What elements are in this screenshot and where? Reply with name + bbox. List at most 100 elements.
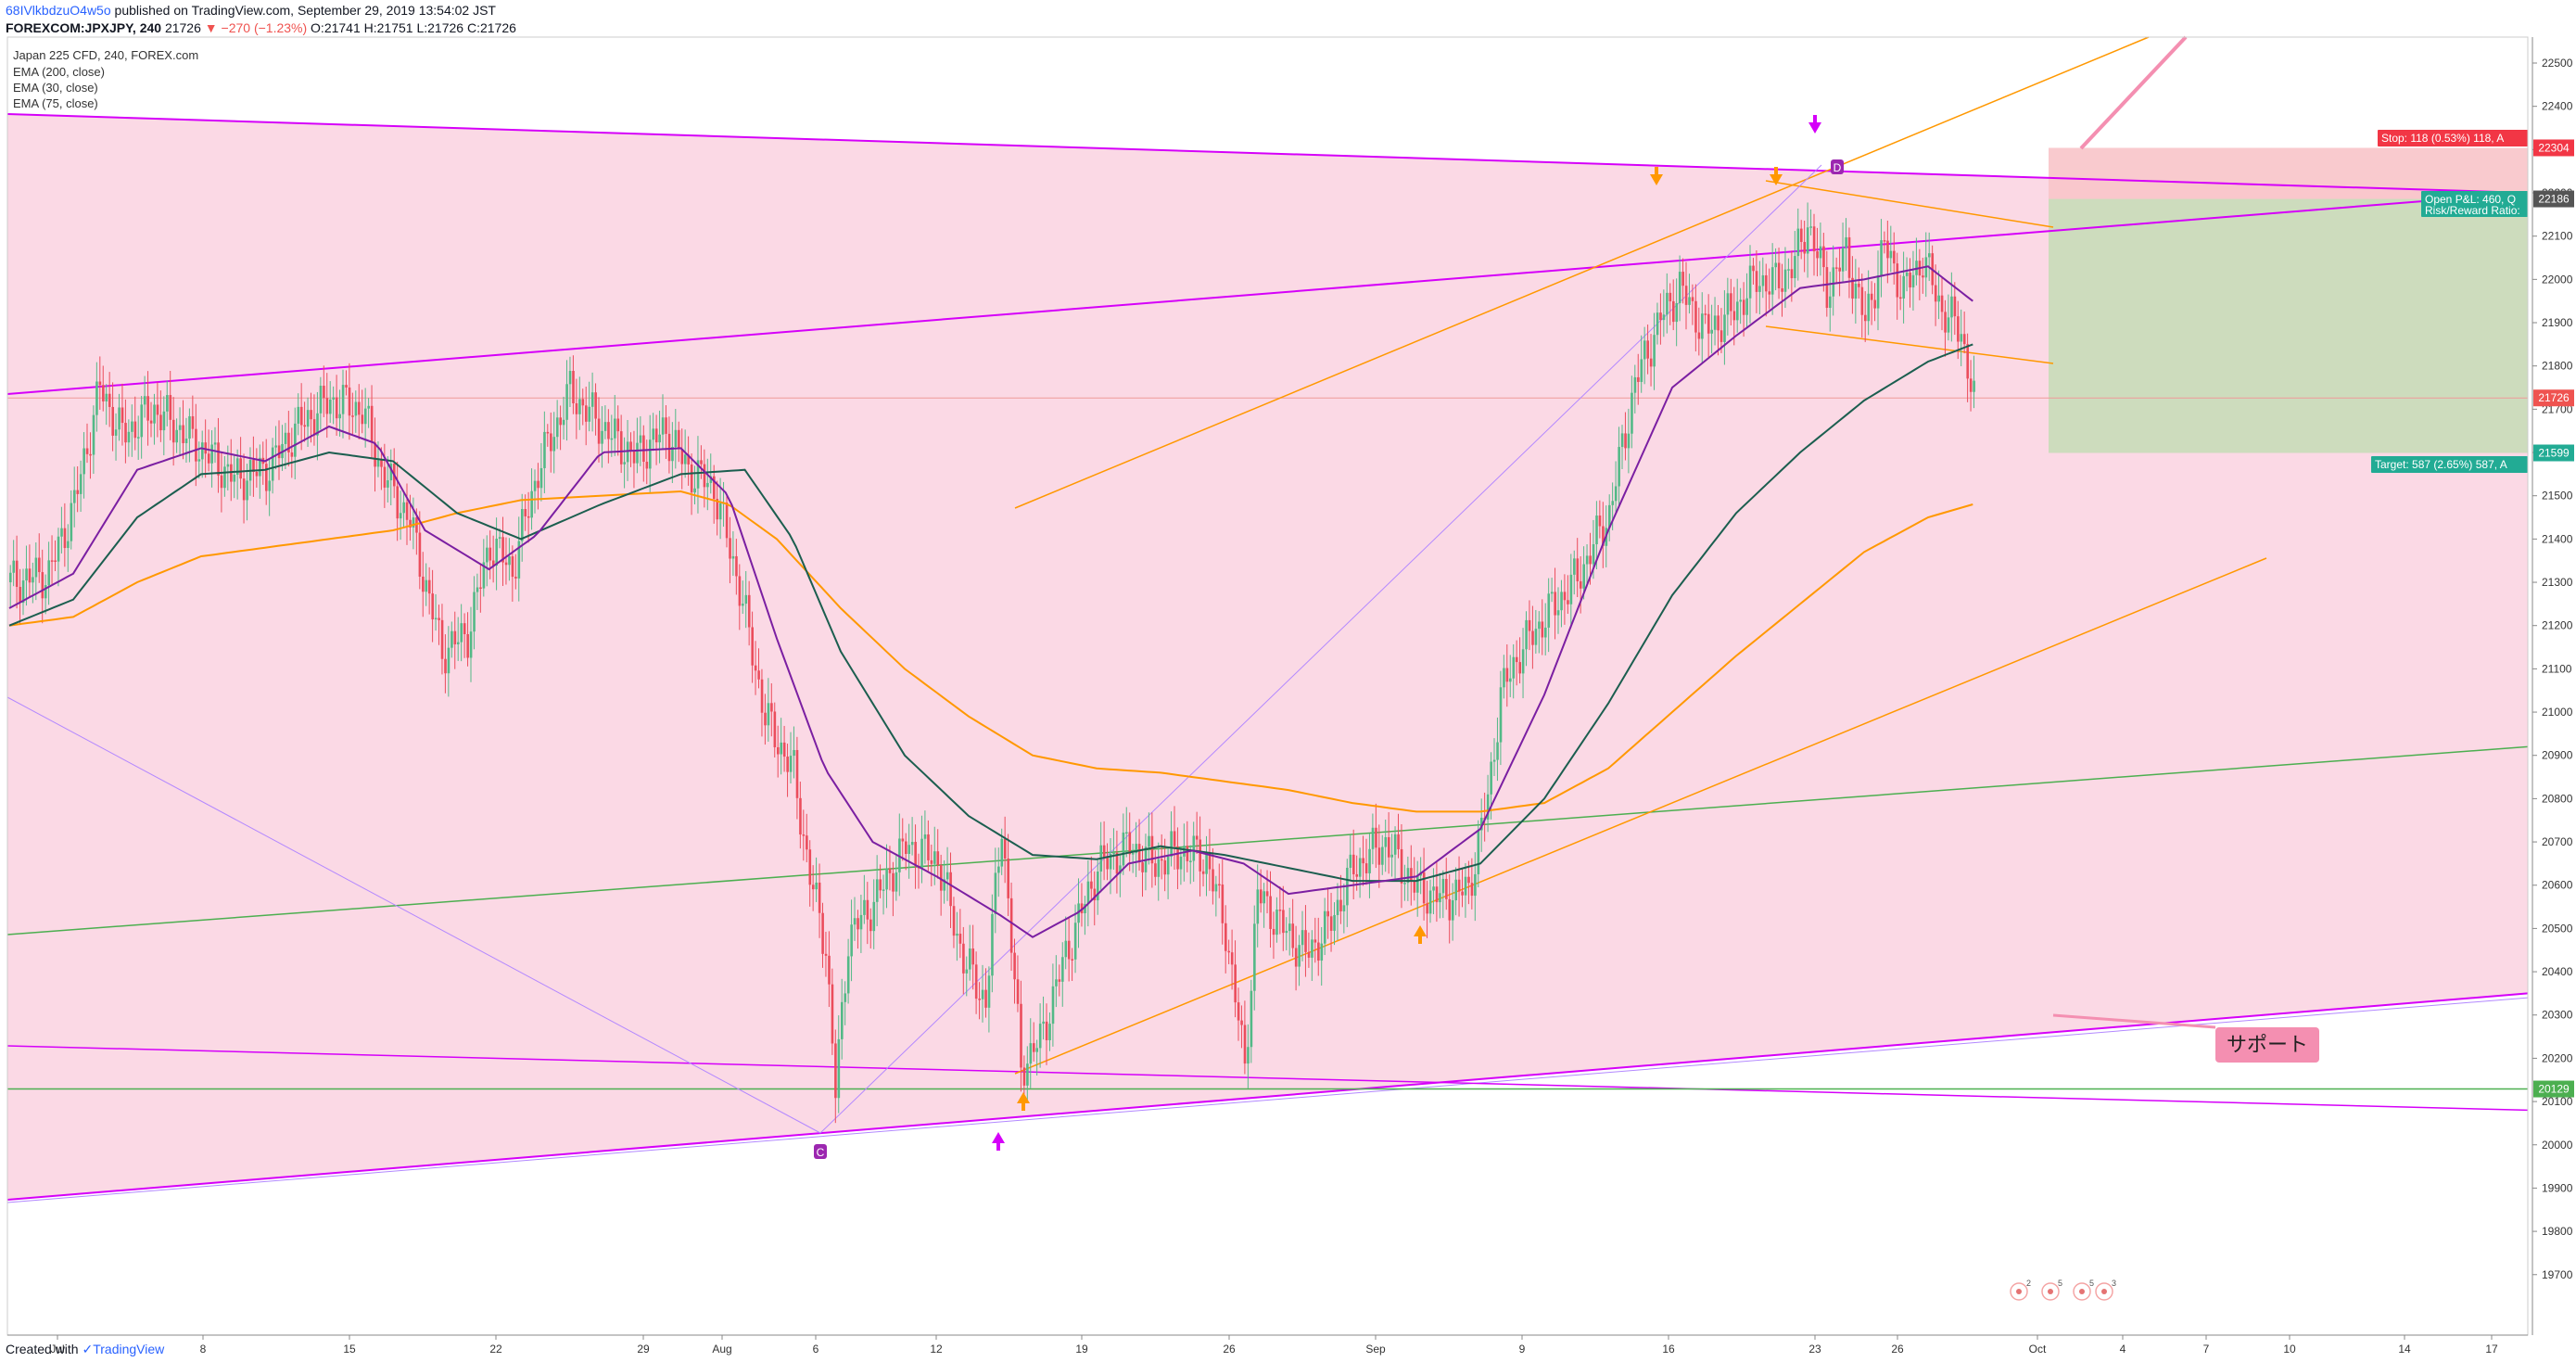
support-bottom-line xyxy=(6,992,2529,1201)
candle-body xyxy=(299,406,303,426)
candle-body xyxy=(875,879,879,902)
candle-body xyxy=(1704,313,1707,315)
candle-body xyxy=(1585,555,1589,565)
candle-body xyxy=(1125,832,1128,834)
candle-body xyxy=(1829,296,1832,309)
candle-body xyxy=(1528,619,1531,631)
target-label-bg xyxy=(2371,456,2528,473)
upper-magenta-line xyxy=(6,192,2529,395)
candle-body xyxy=(1205,853,1208,874)
open-pnl-label-2: Risk/Reward Ratio: xyxy=(2425,204,2520,217)
candles xyxy=(9,202,1975,1124)
candle-body xyxy=(460,623,463,643)
x-tick-label: 19 xyxy=(1075,1343,1088,1356)
candle-body xyxy=(57,536,60,562)
candle-body xyxy=(1755,271,1758,292)
candle-body xyxy=(182,425,184,443)
candle-body xyxy=(824,953,828,956)
y-tick-label: 21800 xyxy=(2542,360,2573,373)
x-tick-label: 22 xyxy=(489,1343,502,1356)
candle-body xyxy=(1067,940,1071,960)
candle-body xyxy=(82,448,85,475)
candle-body xyxy=(1055,979,1058,986)
tradingview-brand[interactable]: TradingView xyxy=(93,1342,165,1356)
candle-body xyxy=(1154,863,1157,877)
candle-body xyxy=(1170,831,1173,857)
candle-body xyxy=(815,882,818,890)
candle-body xyxy=(387,480,389,488)
candle-body xyxy=(171,419,175,443)
candle-body xyxy=(1263,891,1265,904)
candle-body xyxy=(1496,742,1499,760)
candle-body xyxy=(1492,759,1496,762)
price-tag: 20129 xyxy=(2538,1083,2570,1096)
legend-ema75[interactable]: EMA (75, close) xyxy=(13,96,98,110)
candle-body xyxy=(1033,1043,1035,1052)
candle-body xyxy=(1106,857,1109,870)
pink-pointer-support xyxy=(2052,1013,2216,1029)
candle-body xyxy=(1886,240,1889,259)
author-name[interactable]: 68IVlkbdzuO4w5o xyxy=(6,3,111,18)
candle-body xyxy=(1812,226,1816,252)
candle-body xyxy=(409,519,412,528)
candle-body xyxy=(846,956,850,994)
candle-body xyxy=(1697,332,1701,339)
candle-body xyxy=(1937,295,1940,302)
stop-label-bg xyxy=(2378,130,2528,146)
candle-body xyxy=(1282,910,1285,934)
candle-body xyxy=(521,509,524,541)
candle-body xyxy=(770,703,773,712)
legend-ema200[interactable]: EMA (200, close) xyxy=(13,65,105,79)
candle-body xyxy=(440,619,444,659)
candle-body xyxy=(760,679,764,713)
candle-body xyxy=(958,934,962,944)
x-tick-label: 15 xyxy=(343,1343,356,1356)
candle-body xyxy=(1457,879,1461,892)
x-tick-label: 16 xyxy=(1662,1343,1675,1356)
candle-body xyxy=(1163,859,1167,875)
candle-body xyxy=(479,587,482,590)
y-tick-label: 21300 xyxy=(2542,576,2573,589)
candle-body xyxy=(1816,251,1819,259)
candle-body xyxy=(1893,250,1896,264)
y-tick-label: 20500 xyxy=(2542,922,2573,935)
x-tick-label: 29 xyxy=(637,1343,650,1356)
candle-body xyxy=(358,401,361,415)
candle-body xyxy=(1736,301,1739,321)
candle-body xyxy=(1512,656,1516,679)
candle-body xyxy=(1384,836,1388,847)
candle-body xyxy=(438,617,440,620)
tradingview-logo-icon[interactable]: ✓ xyxy=(82,1342,94,1356)
candle-body xyxy=(310,410,312,420)
candle-body xyxy=(943,879,945,891)
price-tag-bg xyxy=(2533,190,2574,208)
candle-body xyxy=(1285,931,1288,934)
candle-body xyxy=(1854,283,1858,299)
candle-body xyxy=(581,399,585,406)
candle-body xyxy=(764,712,767,726)
resistance-top-line xyxy=(6,113,2529,195)
stop-label: Stop: 118 (0.53%) 118, A xyxy=(2381,132,2504,145)
candle-body xyxy=(901,838,905,842)
y-tick-label: 21000 xyxy=(2542,706,2573,719)
candle-body xyxy=(1416,875,1419,893)
candle-body xyxy=(1707,313,1710,334)
candle-body xyxy=(652,428,655,440)
candle-body xyxy=(1832,267,1835,297)
candle-body xyxy=(590,392,594,407)
candle-body xyxy=(888,868,892,873)
candle-body xyxy=(962,943,965,974)
candle-body xyxy=(450,630,453,648)
legend-ema30[interactable]: EMA (30, close) xyxy=(13,81,98,95)
pink-pointer-up xyxy=(2079,35,2188,150)
candle-body xyxy=(1602,526,1605,546)
candle-body xyxy=(92,414,95,455)
candle-body xyxy=(1387,836,1390,858)
candle-body xyxy=(131,421,133,432)
price-change: −270 (−1.23%) xyxy=(221,20,308,35)
candle-body xyxy=(1973,380,1975,392)
ema200-line xyxy=(8,490,1973,813)
candle-body xyxy=(949,872,952,907)
candle-body xyxy=(1710,329,1713,334)
